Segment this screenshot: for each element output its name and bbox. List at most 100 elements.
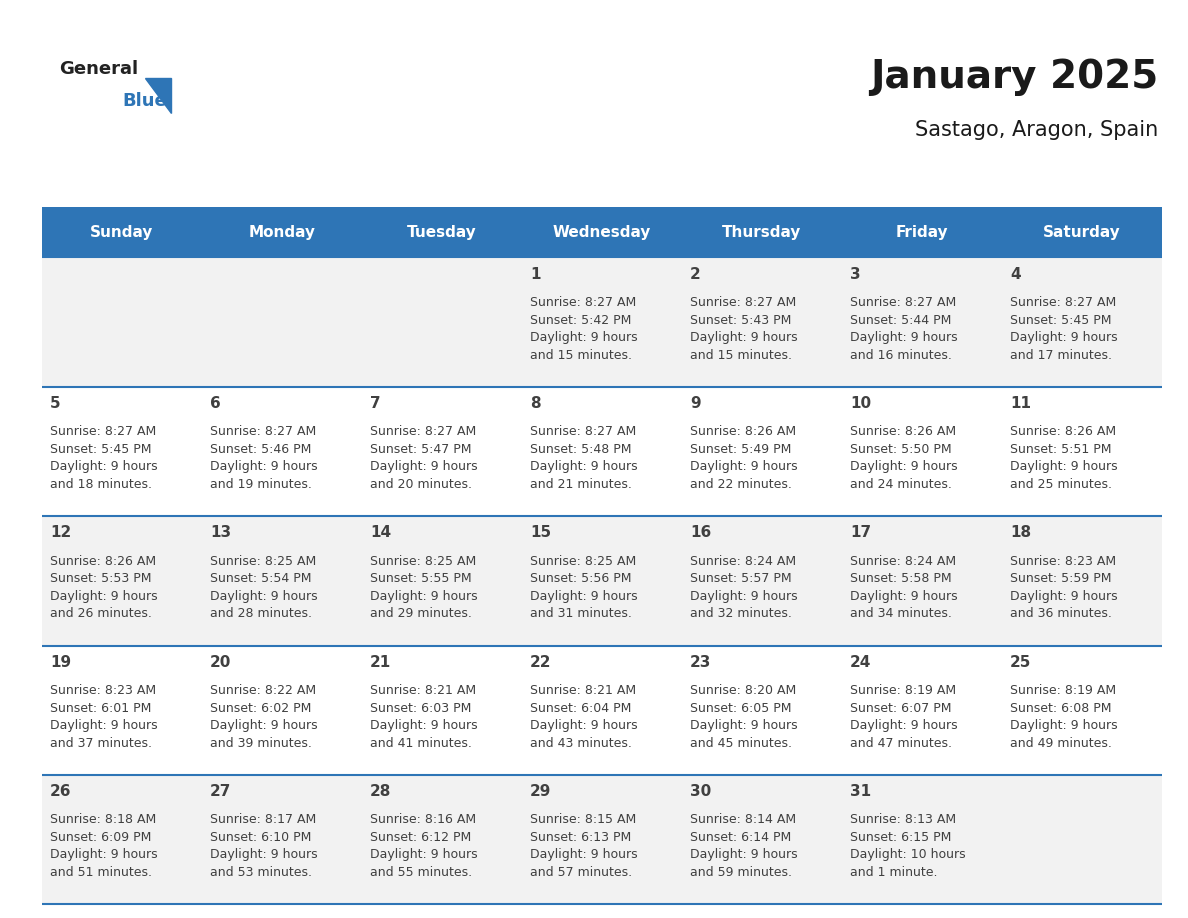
- Text: Sunrise: 8:27 AM
Sunset: 5:48 PM
Daylight: 9 hours
and 21 minutes.: Sunrise: 8:27 AM Sunset: 5:48 PM Dayligh…: [530, 425, 638, 491]
- Text: 24: 24: [851, 655, 872, 670]
- Text: 1: 1: [530, 266, 541, 282]
- Text: Sunrise: 8:19 AM
Sunset: 6:07 PM
Daylight: 9 hours
and 47 minutes.: Sunrise: 8:19 AM Sunset: 6:07 PM Dayligh…: [851, 684, 958, 750]
- Text: Sunrise: 8:17 AM
Sunset: 6:10 PM
Daylight: 9 hours
and 53 minutes.: Sunrise: 8:17 AM Sunset: 6:10 PM Dayligh…: [210, 813, 317, 879]
- Polygon shape: [145, 78, 171, 113]
- Text: 14: 14: [369, 525, 391, 541]
- Text: 6: 6: [210, 396, 221, 411]
- Text: Sunrise: 8:18 AM
Sunset: 6:09 PM
Daylight: 9 hours
and 51 minutes.: Sunrise: 8:18 AM Sunset: 6:09 PM Dayligh…: [50, 813, 158, 879]
- Bar: [682, 516, 842, 645]
- Bar: [42, 386, 202, 516]
- Bar: [842, 516, 1001, 645]
- Bar: [42, 775, 202, 904]
- Text: January 2025: January 2025: [870, 59, 1158, 96]
- Bar: [682, 257, 842, 386]
- Text: 18: 18: [1010, 525, 1031, 541]
- Text: 12: 12: [50, 525, 71, 541]
- Text: Sunrise: 8:20 AM
Sunset: 6:05 PM
Daylight: 9 hours
and 45 minutes.: Sunrise: 8:20 AM Sunset: 6:05 PM Dayligh…: [690, 684, 797, 750]
- Bar: [522, 516, 682, 645]
- Text: General: General: [59, 60, 139, 78]
- Text: 29: 29: [530, 784, 551, 799]
- Bar: [42, 207, 202, 257]
- Text: Sunrise: 8:26 AM
Sunset: 5:50 PM
Daylight: 9 hours
and 24 minutes.: Sunrise: 8:26 AM Sunset: 5:50 PM Dayligh…: [851, 425, 958, 491]
- Text: Sunrise: 8:15 AM
Sunset: 6:13 PM
Daylight: 9 hours
and 57 minutes.: Sunrise: 8:15 AM Sunset: 6:13 PM Dayligh…: [530, 813, 638, 879]
- Text: 22: 22: [530, 655, 551, 670]
- Text: 11: 11: [1010, 396, 1031, 411]
- Text: Blue: Blue: [122, 92, 168, 110]
- Text: 30: 30: [690, 784, 712, 799]
- Bar: [682, 775, 842, 904]
- Text: Sunrise: 8:26 AM
Sunset: 5:51 PM
Daylight: 9 hours
and 25 minutes.: Sunrise: 8:26 AM Sunset: 5:51 PM Dayligh…: [1010, 425, 1118, 491]
- Text: 3: 3: [851, 266, 861, 282]
- Text: 26: 26: [50, 784, 71, 799]
- Text: Sunrise: 8:24 AM
Sunset: 5:57 PM
Daylight: 9 hours
and 32 minutes.: Sunrise: 8:24 AM Sunset: 5:57 PM Dayligh…: [690, 554, 797, 621]
- Text: Sunrise: 8:22 AM
Sunset: 6:02 PM
Daylight: 9 hours
and 39 minutes.: Sunrise: 8:22 AM Sunset: 6:02 PM Dayligh…: [210, 684, 317, 750]
- Text: 17: 17: [851, 525, 871, 541]
- Text: 27: 27: [210, 784, 232, 799]
- Text: Sunrise: 8:26 AM
Sunset: 5:53 PM
Daylight: 9 hours
and 26 minutes.: Sunrise: 8:26 AM Sunset: 5:53 PM Dayligh…: [50, 554, 158, 621]
- Text: Sunday: Sunday: [90, 225, 153, 240]
- Text: Sunrise: 8:26 AM
Sunset: 5:49 PM
Daylight: 9 hours
and 22 minutes.: Sunrise: 8:26 AM Sunset: 5:49 PM Dayligh…: [690, 425, 797, 491]
- Bar: [361, 516, 522, 645]
- Text: 2: 2: [690, 266, 701, 282]
- Text: Monday: Monday: [248, 225, 315, 240]
- Text: 5: 5: [50, 396, 61, 411]
- Text: 7: 7: [369, 396, 380, 411]
- Text: Sunrise: 8:25 AM
Sunset: 5:54 PM
Daylight: 9 hours
and 28 minutes.: Sunrise: 8:25 AM Sunset: 5:54 PM Dayligh…: [210, 554, 317, 621]
- Text: 16: 16: [690, 525, 712, 541]
- Bar: [842, 775, 1001, 904]
- Bar: [1001, 516, 1162, 645]
- Bar: [361, 386, 522, 516]
- Bar: [522, 207, 682, 257]
- Bar: [1001, 257, 1162, 386]
- Bar: [42, 516, 202, 645]
- Bar: [842, 207, 1001, 257]
- Text: Tuesday: Tuesday: [406, 225, 476, 240]
- Bar: [202, 516, 361, 645]
- Text: Sunrise: 8:27 AM
Sunset: 5:43 PM
Daylight: 9 hours
and 15 minutes.: Sunrise: 8:27 AM Sunset: 5:43 PM Dayligh…: [690, 296, 797, 362]
- Text: 10: 10: [851, 396, 871, 411]
- Text: Sunrise: 8:23 AM
Sunset: 5:59 PM
Daylight: 9 hours
and 36 minutes.: Sunrise: 8:23 AM Sunset: 5:59 PM Dayligh…: [1010, 554, 1118, 621]
- Text: Sunrise: 8:25 AM
Sunset: 5:55 PM
Daylight: 9 hours
and 29 minutes.: Sunrise: 8:25 AM Sunset: 5:55 PM Dayligh…: [369, 554, 478, 621]
- Bar: [202, 386, 361, 516]
- Bar: [1001, 386, 1162, 516]
- Text: Thursday: Thursday: [722, 225, 802, 240]
- Text: 13: 13: [210, 525, 230, 541]
- Bar: [682, 645, 842, 775]
- Bar: [842, 645, 1001, 775]
- Text: Wednesday: Wednesday: [552, 225, 651, 240]
- Bar: [361, 257, 522, 386]
- Text: Friday: Friday: [896, 225, 948, 240]
- Text: Sunrise: 8:27 AM
Sunset: 5:45 PM
Daylight: 9 hours
and 17 minutes.: Sunrise: 8:27 AM Sunset: 5:45 PM Dayligh…: [1010, 296, 1118, 362]
- Bar: [42, 257, 202, 386]
- Bar: [361, 645, 522, 775]
- Bar: [202, 257, 361, 386]
- Text: 8: 8: [530, 396, 541, 411]
- Text: Sunrise: 8:16 AM
Sunset: 6:12 PM
Daylight: 9 hours
and 55 minutes.: Sunrise: 8:16 AM Sunset: 6:12 PM Dayligh…: [369, 813, 478, 879]
- Text: Sunrise: 8:23 AM
Sunset: 6:01 PM
Daylight: 9 hours
and 37 minutes.: Sunrise: 8:23 AM Sunset: 6:01 PM Dayligh…: [50, 684, 158, 750]
- Text: 23: 23: [690, 655, 712, 670]
- Text: Saturday: Saturday: [1043, 225, 1120, 240]
- Bar: [1001, 775, 1162, 904]
- Text: Sunrise: 8:27 AM
Sunset: 5:42 PM
Daylight: 9 hours
and 15 minutes.: Sunrise: 8:27 AM Sunset: 5:42 PM Dayligh…: [530, 296, 638, 362]
- Bar: [522, 645, 682, 775]
- Bar: [522, 257, 682, 386]
- Bar: [202, 207, 361, 257]
- Text: Sunrise: 8:27 AM
Sunset: 5:47 PM
Daylight: 9 hours
and 20 minutes.: Sunrise: 8:27 AM Sunset: 5:47 PM Dayligh…: [369, 425, 478, 491]
- Text: Sastago, Aragon, Spain: Sastago, Aragon, Spain: [915, 119, 1158, 140]
- Text: 19: 19: [50, 655, 71, 670]
- Text: Sunrise: 8:27 AM
Sunset: 5:46 PM
Daylight: 9 hours
and 19 minutes.: Sunrise: 8:27 AM Sunset: 5:46 PM Dayligh…: [210, 425, 317, 491]
- Text: Sunrise: 8:27 AM
Sunset: 5:44 PM
Daylight: 9 hours
and 16 minutes.: Sunrise: 8:27 AM Sunset: 5:44 PM Dayligh…: [851, 296, 958, 362]
- Bar: [522, 386, 682, 516]
- Bar: [522, 775, 682, 904]
- Text: 21: 21: [369, 655, 391, 670]
- Bar: [682, 207, 842, 257]
- Text: Sunrise: 8:24 AM
Sunset: 5:58 PM
Daylight: 9 hours
and 34 minutes.: Sunrise: 8:24 AM Sunset: 5:58 PM Dayligh…: [851, 554, 958, 621]
- Text: Sunrise: 8:27 AM
Sunset: 5:45 PM
Daylight: 9 hours
and 18 minutes.: Sunrise: 8:27 AM Sunset: 5:45 PM Dayligh…: [50, 425, 158, 491]
- Text: 25: 25: [1010, 655, 1031, 670]
- Text: 28: 28: [369, 784, 391, 799]
- Text: Sunrise: 8:21 AM
Sunset: 6:03 PM
Daylight: 9 hours
and 41 minutes.: Sunrise: 8:21 AM Sunset: 6:03 PM Dayligh…: [369, 684, 478, 750]
- Bar: [842, 386, 1001, 516]
- Bar: [361, 207, 522, 257]
- Text: 4: 4: [1010, 266, 1020, 282]
- Text: Sunrise: 8:19 AM
Sunset: 6:08 PM
Daylight: 9 hours
and 49 minutes.: Sunrise: 8:19 AM Sunset: 6:08 PM Dayligh…: [1010, 684, 1118, 750]
